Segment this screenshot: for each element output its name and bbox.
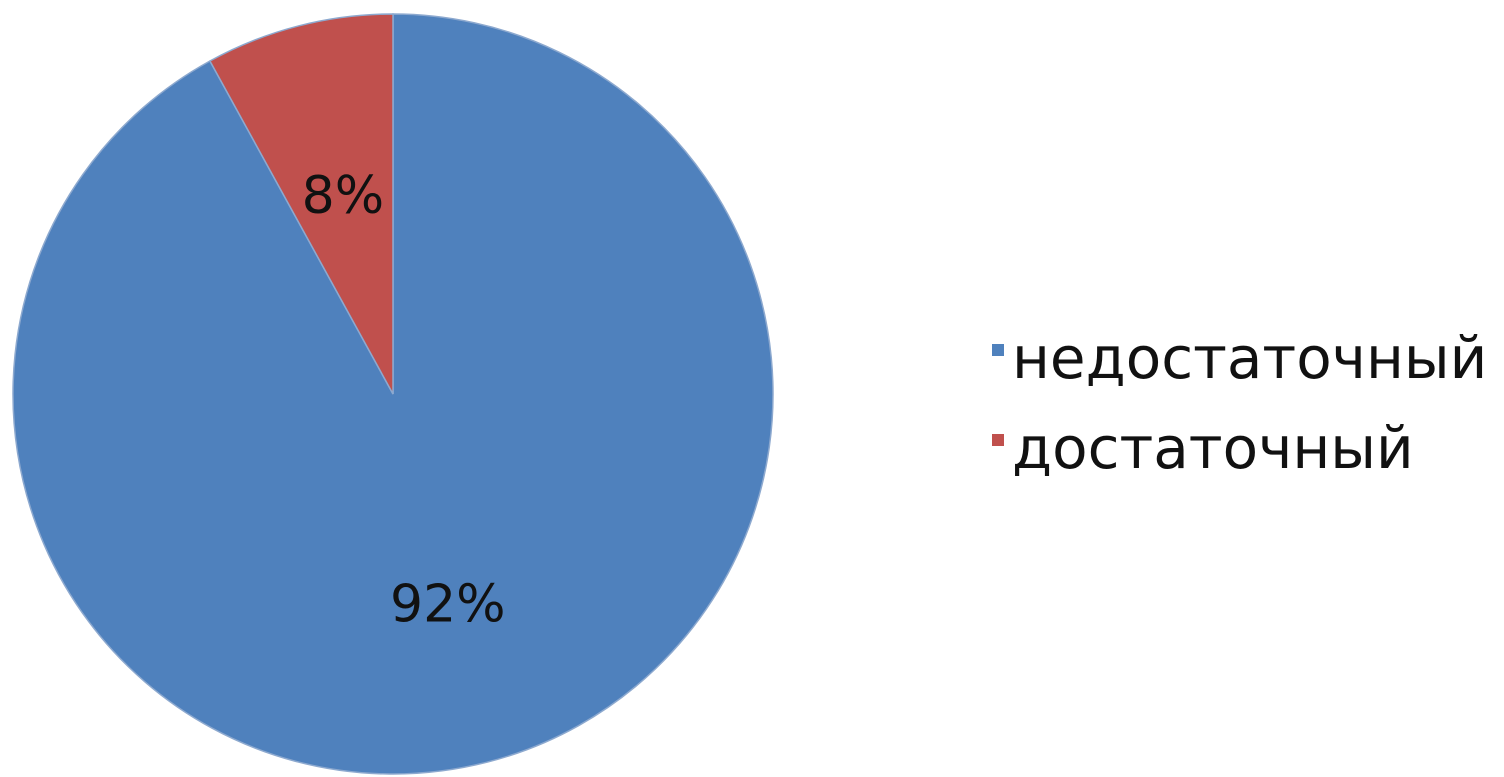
- legend: недостаточный достаточный: [992, 324, 1487, 482]
- pie-slice-2: [208, 13, 394, 395]
- legend-swatch-1: [992, 344, 1004, 356]
- data-label-1: 92%: [390, 574, 506, 634]
- legend-label-1: недостаточный: [1012, 324, 1487, 392]
- pie-slices: [12, 13, 774, 775]
- pie-data-labels: 92% 8%: [302, 166, 506, 635]
- legend-label-2: достаточный: [1012, 414, 1414, 482]
- data-label-2: 8%: [302, 166, 385, 226]
- legend-swatch-2: [992, 434, 1004, 446]
